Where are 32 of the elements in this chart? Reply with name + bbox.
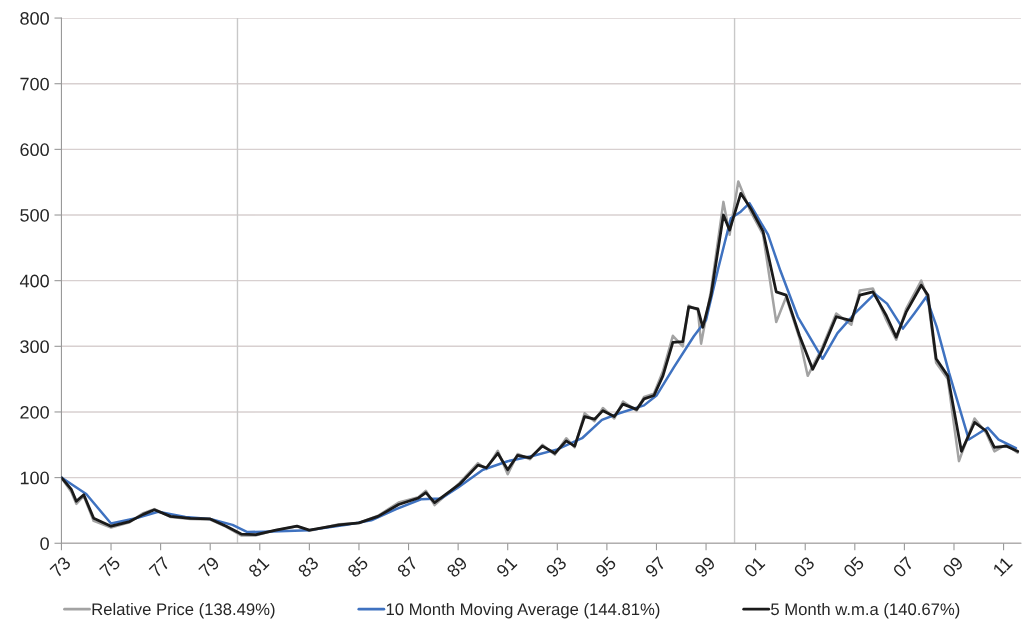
x-tick-label: 97 (644, 556, 667, 579)
y-tick-label: 500 (20, 208, 49, 222)
x-tick-label: 89 (445, 556, 469, 579)
x-tick-label: 01 (743, 556, 766, 579)
x-tick-label: 85 (346, 555, 369, 579)
x-tick-label: 05 (842, 555, 865, 579)
x-tick-label: 03 (793, 555, 816, 579)
x-tick-label: 07 (892, 556, 915, 579)
x-tick-label: 81 (247, 556, 270, 579)
y-tick-label: 0 (40, 537, 49, 550)
y-tick-label: 200 (20, 405, 49, 419)
x-tick-label: 99 (693, 556, 716, 579)
x-tick-label: 87 (396, 556, 419, 579)
y-tick-label: 400 (19, 274, 49, 288)
x-tick-label: 83 (297, 555, 320, 579)
x-tick-label: 73 (49, 555, 72, 578)
legend-label: 10 Month Moving Average (144.81%) (386, 602, 660, 619)
y-tick-label: 700 (20, 77, 49, 91)
x-tick-label: 93 (545, 555, 568, 579)
y-tick-label: 300 (20, 340, 49, 354)
x-tick-label: 09 (941, 556, 964, 579)
legend-label: 5 Month w.m.a (140.67%) (771, 602, 960, 619)
y-tick-label: 800 (20, 12, 49, 25)
y-tick-label: 600 (20, 143, 49, 157)
x-tick-label: 91 (495, 556, 518, 579)
x-tick-label: 11 (992, 556, 1013, 577)
y-tick-label: 100 (20, 471, 49, 485)
x-tick-label: 95 (594, 555, 617, 579)
x-tick-label: 77 (148, 556, 171, 578)
x-tick-label: 79 (198, 556, 221, 578)
x-tick-label: 75 (99, 556, 122, 578)
legend-label: Relative Price (138.49%) (92, 602, 275, 619)
